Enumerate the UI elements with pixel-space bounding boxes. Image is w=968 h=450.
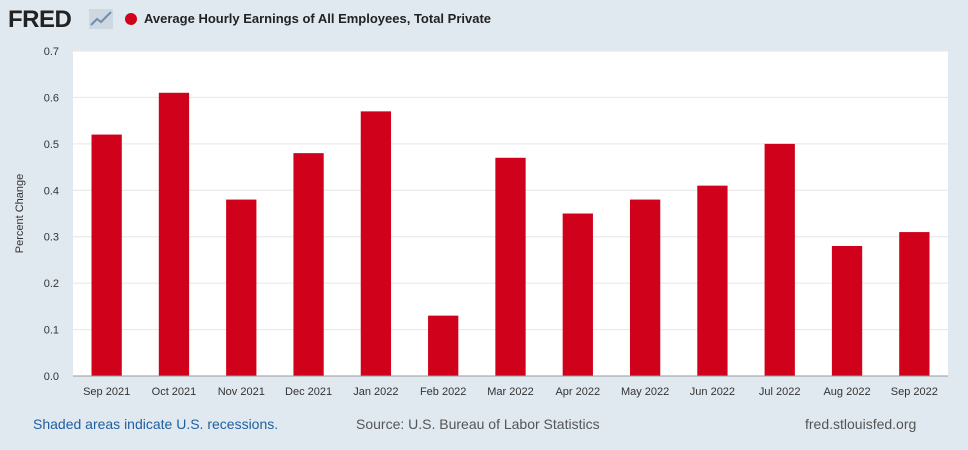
x-tick-label: Sep 2021 [83, 386, 130, 398]
bar [360, 111, 392, 376]
bar [226, 199, 257, 376]
bar [428, 315, 459, 376]
bar [158, 92, 190, 377]
y-tick-label: 0.3 [44, 232, 59, 244]
bar [629, 199, 661, 376]
recession-note: Shaded areas indicate U.S. recessions. [33, 416, 279, 432]
trend-line-icon [89, 9, 113, 29]
y-tick-label: 0.0 [44, 371, 59, 383]
x-tick-label: Sep 2022 [891, 386, 938, 398]
x-tick-label: Oct 2021 [152, 386, 197, 398]
x-tick-label: Jun 2022 [690, 386, 735, 398]
x-tick-label: Jul 2022 [759, 386, 801, 398]
y-axis-label: Percent Change [14, 174, 26, 254]
y-tick-label: 0.6 [44, 92, 59, 104]
bar [91, 134, 122, 376]
source-text: Source: U.S. Bureau of Labor Statistics [356, 416, 600, 432]
chart-header: FRED Average Hourly Earnings of All Empl… [0, 0, 968, 40]
y-tick-label: 0.1 [44, 325, 59, 337]
x-tick-label: Apr 2022 [555, 386, 600, 398]
fred-logo[interactable]: FRED [8, 6, 72, 33]
bar [293, 153, 324, 376]
x-tick-label: Aug 2022 [823, 386, 870, 398]
x-tick-label: Nov 2021 [218, 386, 265, 398]
bar [899, 232, 930, 376]
site-link[interactable]: fred.stlouisfed.org [805, 416, 917, 432]
chart-area: 0.0 0.1 0.2 0.3 0.4 0.5 0.6 0.7 Percent Change Se… [0, 40, 968, 410]
bar [697, 185, 728, 376]
x-tick-label: May 2022 [621, 386, 669, 398]
series-legend-dot [125, 13, 137, 25]
bar [764, 143, 795, 376]
bar [495, 157, 526, 376]
bar [562, 213, 593, 376]
x-tick-label: Jan 2022 [353, 386, 398, 398]
y-tick-label: 0.2 [44, 278, 59, 290]
series-legend-label: Average Hourly Earnings of All Employees… [144, 11, 492, 26]
bar [831, 246, 863, 376]
bar-chart: 0.0 0.1 0.2 0.3 0.4 0.5 0.6 0.7 Percent Change Se… [14, 46, 948, 398]
y-tick-label: 0.7 [44, 46, 59, 58]
x-tick-label: Mar 2022 [487, 386, 533, 398]
x-tick-label: Feb 2022 [420, 386, 466, 398]
y-tick-label: 0.4 [44, 185, 59, 197]
y-tick-label: 0.5 [44, 139, 59, 151]
x-tick-label: Dec 2021 [285, 386, 332, 398]
